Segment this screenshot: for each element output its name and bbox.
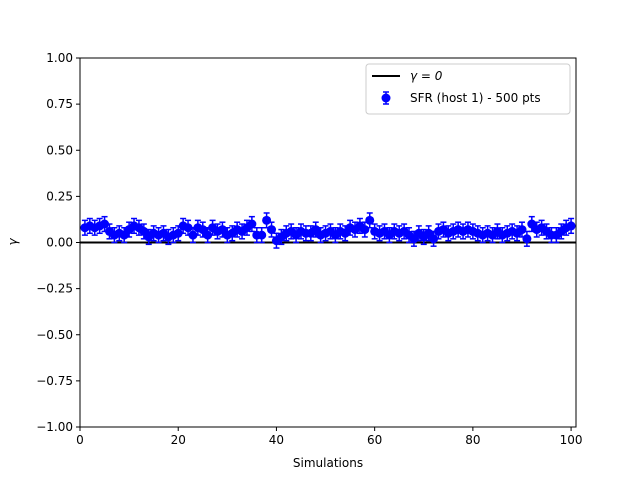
x-axis-title: Simulations <box>293 456 363 470</box>
y-axis-title: γ <box>6 238 20 246</box>
x-axis: 0 20 40 60 80 100 <box>76 427 583 447</box>
y-axis: 1.00 0.75 0.50 0.25 0.00 −0.25 −0.50 −0.75 −1.00 <box>36 51 80 434</box>
data-point <box>129 217 139 235</box>
data-point <box>90 219 100 236</box>
data-point <box>247 215 257 233</box>
y-tick-label: 0.25 <box>46 189 73 203</box>
x-tick-label: 20 <box>171 433 186 447</box>
data-point <box>100 215 110 233</box>
data-point <box>104 223 114 240</box>
legend-series-label: SFR (host 1) - 500 pts <box>410 91 541 105</box>
x-tick-label: 100 <box>560 433 583 447</box>
legend-series-swatch <box>381 91 391 105</box>
data-marker <box>203 230 213 240</box>
data-point <box>178 217 188 235</box>
y-tick-label: −0.50 <box>36 328 73 342</box>
data-marker <box>173 228 183 238</box>
data-marker <box>566 221 576 231</box>
y-tick-label: −0.25 <box>36 282 73 296</box>
data-point <box>561 219 571 236</box>
data-point <box>458 223 468 240</box>
data-point <box>237 223 247 240</box>
data-marker <box>267 225 277 235</box>
data-point <box>124 221 134 238</box>
y-tick-label: −0.75 <box>36 374 73 388</box>
data-marker <box>262 215 272 225</box>
plot-area <box>80 212 576 249</box>
data-marker <box>360 225 370 235</box>
x-tick-label: 40 <box>269 433 284 447</box>
y-tick-label: 0.75 <box>46 97 73 111</box>
y-tick-label: 1.00 <box>46 51 73 65</box>
data-marker <box>188 230 198 240</box>
data-point <box>448 223 458 240</box>
data-point <box>183 219 193 236</box>
legend: γ = 0 SFR (host 1) - 500 pts <box>365 63 571 115</box>
data-marker <box>257 230 267 240</box>
data-marker <box>365 215 375 225</box>
data-marker <box>100 219 110 229</box>
data-point <box>267 221 277 238</box>
y-tick-label: −1.00 <box>36 420 73 434</box>
x-tick-label: 60 <box>367 433 382 447</box>
y-tick-label: 0.50 <box>46 143 73 157</box>
x-tick-label: 80 <box>465 433 480 447</box>
data-point <box>517 221 527 238</box>
y-tick-label: 0.00 <box>46 236 73 250</box>
data-marker <box>247 219 257 229</box>
data-marker <box>429 234 439 244</box>
legend-frame <box>365 63 571 115</box>
data-marker <box>183 223 193 233</box>
data-marker <box>517 225 527 235</box>
data-point <box>566 217 576 235</box>
data-marker <box>522 234 532 244</box>
legend-reference-line-label: γ = 0 <box>410 69 443 83</box>
x-tick-label: 0 <box>76 433 84 447</box>
data-point <box>365 212 375 229</box>
